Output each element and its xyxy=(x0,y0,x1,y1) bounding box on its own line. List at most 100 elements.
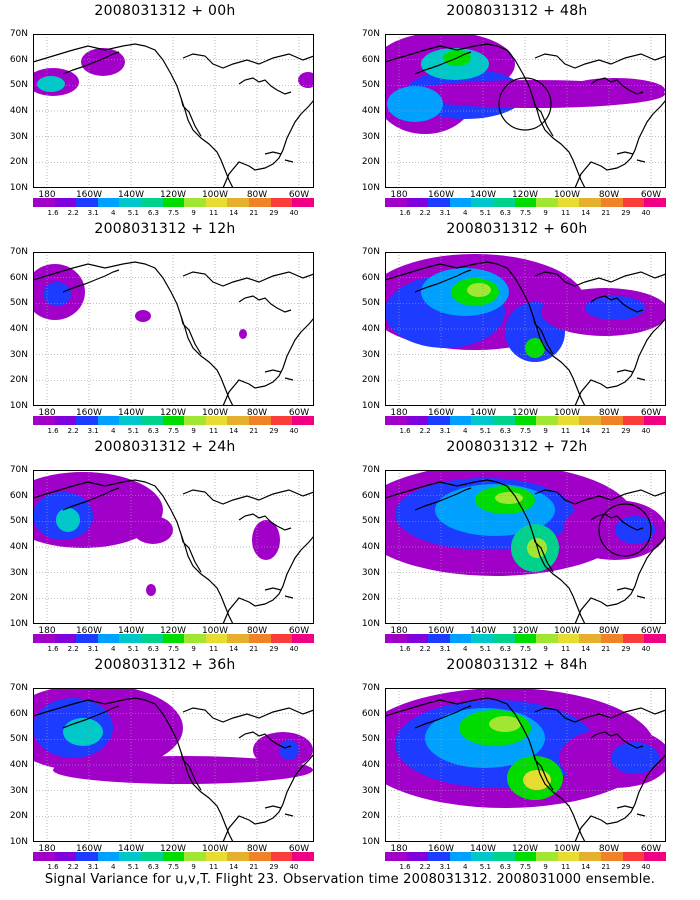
latitude-tick-label: 50N xyxy=(361,80,380,91)
latitude-tick-label: 30N xyxy=(361,567,380,578)
latitude-tick-label: 40N xyxy=(9,324,28,334)
latitude-tick-label: 40N xyxy=(9,760,28,770)
colorbar-label: 5.1 xyxy=(479,645,491,653)
map-panel: 2008031312 + 48h 70N 60N 50N 40N 30N 20N 10N 180… xyxy=(352,2,682,217)
variance-contour xyxy=(43,282,71,306)
map-panel: 2008031312 + 00h 70N 60N 50N 40N 30N 20N 10N 180… xyxy=(0,2,330,217)
variance-contour xyxy=(525,338,545,358)
colorbar-swatch xyxy=(184,852,206,861)
panel-title: 2008031312 + 36h xyxy=(94,657,236,673)
colorbar-label: 6.3 xyxy=(147,427,159,435)
colorbar-label: 1.6 xyxy=(47,863,59,871)
variance-contour xyxy=(565,78,665,102)
colorbar-label: 5.1 xyxy=(479,427,491,435)
longitude-tick-label: 60W xyxy=(288,844,310,854)
coastline xyxy=(414,487,472,511)
colorbar-swatch xyxy=(644,634,666,643)
colorbar-label: 14 xyxy=(581,427,591,435)
coastline xyxy=(62,705,120,729)
map-panel: 2008031312 + 72h 70N 60N 50N 40N 30N 20N 10N 180… xyxy=(352,438,682,653)
longitude-tick-label: 80W xyxy=(598,408,620,418)
latitude-tick-label: 50N xyxy=(9,516,28,527)
latitude-tick-label: 20N xyxy=(9,375,28,386)
colorbar-swatch xyxy=(449,852,472,861)
longitude-tick-label: 140W xyxy=(469,190,497,200)
variance-contour xyxy=(133,516,173,544)
latitude-tick-label: 30N xyxy=(361,349,380,360)
colorbar-swatch xyxy=(119,634,142,643)
colorbar-label: 40 xyxy=(641,645,651,653)
colorbar-label: 9 xyxy=(191,863,196,871)
colorbar-label: 4 xyxy=(463,863,468,871)
variance-contour xyxy=(146,584,156,596)
colorbar-swatch xyxy=(493,198,515,207)
longitude-tick-label: 120W xyxy=(511,844,539,854)
colorbar-swatch xyxy=(579,198,602,207)
coastline xyxy=(62,487,120,511)
colorbar-label: 9 xyxy=(191,209,196,217)
variance-contour xyxy=(63,718,103,746)
colorbar-swatch xyxy=(449,198,472,207)
map-plot xyxy=(33,34,314,188)
panel-title: 2008031312 + 72h xyxy=(446,439,588,455)
longitude-tick-label: 120W xyxy=(511,190,539,200)
colorbar-label: 21 xyxy=(601,863,611,871)
variance-contour xyxy=(252,520,280,560)
colorbar-label: 7.5 xyxy=(519,209,532,217)
colorbar-swatch xyxy=(33,634,55,643)
colorbar-swatch xyxy=(644,198,666,207)
colorbar-swatch xyxy=(205,416,228,425)
colorbar-swatch xyxy=(385,416,407,425)
colorbar-label: 3.1 xyxy=(439,645,451,653)
colorbar-label: 5.1 xyxy=(127,645,139,653)
colorbar-label: 14 xyxy=(229,645,239,653)
map-plot xyxy=(385,252,666,406)
colorbar-label: 2.2 xyxy=(67,863,79,871)
colorbar-label: 3.1 xyxy=(439,863,451,871)
longitude-tick-label: 60W xyxy=(288,626,310,636)
colorbar-label: 2.2 xyxy=(67,645,79,653)
latitude-tick-label: 60N xyxy=(9,54,28,65)
plot-frame xyxy=(385,688,666,842)
colorbar-swatch xyxy=(449,634,472,643)
variance-contour xyxy=(37,76,65,92)
longitude-tick-label: 140W xyxy=(117,408,145,418)
colorbar-swatch xyxy=(471,852,494,861)
latitude-tick-label: 10N xyxy=(9,401,28,411)
colorbar-swatch xyxy=(644,852,666,861)
colorbar-swatch xyxy=(493,634,515,643)
latitude-tick-label: 60N xyxy=(361,272,380,283)
longitude-tick-label: 100W xyxy=(201,844,229,854)
colorbar-label: 3.1 xyxy=(87,645,99,653)
coastline xyxy=(62,269,120,293)
colorbar-swatch xyxy=(205,634,228,643)
latitude-tick-label: 30N xyxy=(9,785,28,796)
colorbar-label: 11 xyxy=(209,645,219,653)
colorbar-swatch xyxy=(292,852,314,861)
colorbar-swatch xyxy=(406,198,429,207)
plot-frame xyxy=(33,470,314,624)
colorbar-swatch xyxy=(536,198,558,207)
longitude-tick-label: 60W xyxy=(640,190,662,200)
colorbar-label: 7.5 xyxy=(167,427,180,435)
latitude-tick-label: 50N xyxy=(9,298,28,309)
coastline xyxy=(385,261,666,406)
colorbar-label: 21 xyxy=(601,209,611,217)
longitude-tick-label: 180 xyxy=(390,626,408,636)
latitude-tick-label: 10N xyxy=(9,619,28,629)
colorbar-label: 6.3 xyxy=(499,863,511,871)
colorbar-label: 2.2 xyxy=(419,209,431,217)
colorbar-swatch xyxy=(141,416,163,425)
colorbar-swatch xyxy=(428,198,450,207)
colorbar xyxy=(33,852,314,861)
colorbar-swatch xyxy=(471,198,494,207)
colorbar-swatch xyxy=(54,852,77,861)
latitude-tick-label: 20N xyxy=(9,811,28,822)
latitude-tick-label: 70N xyxy=(361,465,380,475)
colorbar-swatch xyxy=(385,198,407,207)
colorbar-swatch xyxy=(76,852,98,861)
colorbar-swatch xyxy=(428,852,450,861)
colorbar-label: 21 xyxy=(249,427,259,435)
colorbar xyxy=(33,416,314,425)
latitude-tick-label: 50N xyxy=(361,516,380,527)
